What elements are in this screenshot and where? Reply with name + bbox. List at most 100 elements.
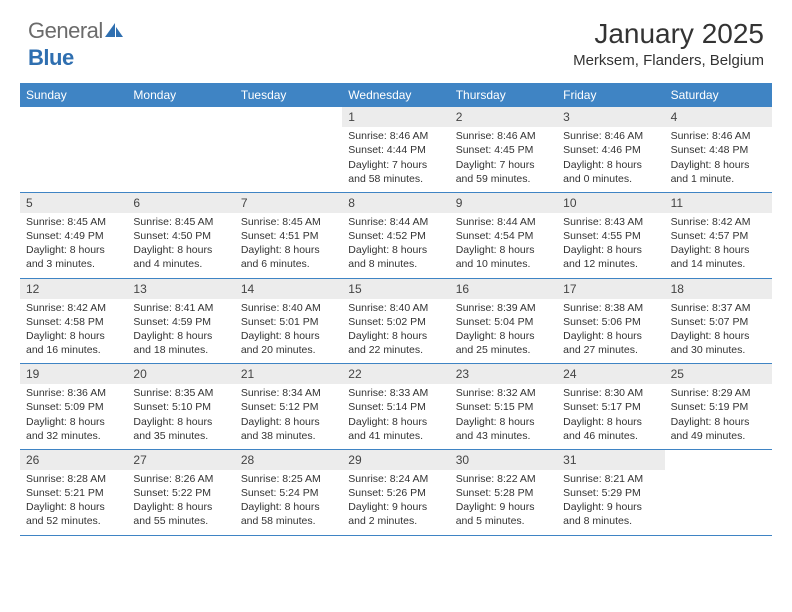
day-text: Sunrise: 8:28 AMSunset: 5:21 PMDaylight:… — [20, 472, 127, 529]
dow-cell: Thursday — [450, 83, 557, 107]
logo-sail-icon — [103, 19, 125, 45]
day-cell: 16Sunrise: 8:39 AMSunset: 5:04 PMDayligh… — [450, 279, 557, 364]
day-text: Sunrise: 8:37 AMSunset: 5:07 PMDaylight:… — [665, 301, 772, 358]
day-text: Sunrise: 8:34 AMSunset: 5:12 PMDaylight:… — [235, 386, 342, 443]
day-cell: 3Sunrise: 8:46 AMSunset: 4:46 PMDaylight… — [557, 107, 664, 192]
week-row: 26Sunrise: 8:28 AMSunset: 5:21 PMDayligh… — [20, 450, 772, 536]
day-cell: 17Sunrise: 8:38 AMSunset: 5:06 PMDayligh… — [557, 279, 664, 364]
day-number: 17 — [557, 279, 664, 299]
day-cell: 19Sunrise: 8:36 AMSunset: 5:09 PMDayligh… — [20, 364, 127, 449]
day-number: 31 — [557, 450, 664, 470]
day-cell: 5Sunrise: 8:45 AMSunset: 4:49 PMDaylight… — [20, 193, 127, 278]
day-number: 16 — [450, 279, 557, 299]
day-cell: 12Sunrise: 8:42 AMSunset: 4:58 PMDayligh… — [20, 279, 127, 364]
day-number: 15 — [342, 279, 449, 299]
day-text: Sunrise: 8:22 AMSunset: 5:28 PMDaylight:… — [450, 472, 557, 529]
week-row: 1Sunrise: 8:46 AMSunset: 4:44 PMDaylight… — [20, 107, 772, 193]
calendar: SundayMondayTuesdayWednesdayThursdayFrid… — [20, 83, 772, 535]
day-number: 10 — [557, 193, 664, 213]
dow-cell: Sunday — [20, 83, 127, 107]
day-cell: 6Sunrise: 8:45 AMSunset: 4:50 PMDaylight… — [127, 193, 234, 278]
day-text: Sunrise: 8:30 AMSunset: 5:17 PMDaylight:… — [557, 386, 664, 443]
day-text: Sunrise: 8:26 AMSunset: 5:22 PMDaylight:… — [127, 472, 234, 529]
day-number: 2 — [450, 107, 557, 127]
day-cell — [665, 450, 772, 535]
day-cell: 18Sunrise: 8:37 AMSunset: 5:07 PMDayligh… — [665, 279, 772, 364]
dow-cell: Wednesday — [342, 83, 449, 107]
week-row: 19Sunrise: 8:36 AMSunset: 5:09 PMDayligh… — [20, 364, 772, 450]
day-cell: 29Sunrise: 8:24 AMSunset: 5:26 PMDayligh… — [342, 450, 449, 535]
logo: GeneralBlue — [28, 18, 125, 71]
dow-row: SundayMondayTuesdayWednesdayThursdayFrid… — [20, 83, 772, 107]
day-text: Sunrise: 8:25 AMSunset: 5:24 PMDaylight:… — [235, 472, 342, 529]
day-number: 11 — [665, 193, 772, 213]
day-text: Sunrise: 8:45 AMSunset: 4:49 PMDaylight:… — [20, 215, 127, 272]
day-cell: 23Sunrise: 8:32 AMSunset: 5:15 PMDayligh… — [450, 364, 557, 449]
day-text: Sunrise: 8:45 AMSunset: 4:51 PMDaylight:… — [235, 215, 342, 272]
day-cell: 20Sunrise: 8:35 AMSunset: 5:10 PMDayligh… — [127, 364, 234, 449]
weeks-container: 1Sunrise: 8:46 AMSunset: 4:44 PMDaylight… — [20, 107, 772, 535]
day-cell: 21Sunrise: 8:34 AMSunset: 5:12 PMDayligh… — [235, 364, 342, 449]
day-text: Sunrise: 8:35 AMSunset: 5:10 PMDaylight:… — [127, 386, 234, 443]
day-number: 26 — [20, 450, 127, 470]
day-cell: 1Sunrise: 8:46 AMSunset: 4:44 PMDaylight… — [342, 107, 449, 192]
dow-cell: Saturday — [665, 83, 772, 107]
logo-part1: General — [28, 18, 103, 43]
logo-part2: Blue — [28, 45, 74, 70]
day-number: 23 — [450, 364, 557, 384]
day-text: Sunrise: 8:40 AMSunset: 5:02 PMDaylight:… — [342, 301, 449, 358]
day-cell: 26Sunrise: 8:28 AMSunset: 5:21 PMDayligh… — [20, 450, 127, 535]
day-text: Sunrise: 8:44 AMSunset: 4:54 PMDaylight:… — [450, 215, 557, 272]
day-number: 22 — [342, 364, 449, 384]
week-row: 5Sunrise: 8:45 AMSunset: 4:49 PMDaylight… — [20, 193, 772, 279]
day-cell — [127, 107, 234, 192]
day-text: Sunrise: 8:46 AMSunset: 4:48 PMDaylight:… — [665, 129, 772, 186]
day-cell: 14Sunrise: 8:40 AMSunset: 5:01 PMDayligh… — [235, 279, 342, 364]
day-cell — [20, 107, 127, 192]
day-cell: 25Sunrise: 8:29 AMSunset: 5:19 PMDayligh… — [665, 364, 772, 449]
day-text: Sunrise: 8:33 AMSunset: 5:14 PMDaylight:… — [342, 386, 449, 443]
day-cell: 30Sunrise: 8:22 AMSunset: 5:28 PMDayligh… — [450, 450, 557, 535]
day-cell: 24Sunrise: 8:30 AMSunset: 5:17 PMDayligh… — [557, 364, 664, 449]
day-text: Sunrise: 8:43 AMSunset: 4:55 PMDaylight:… — [557, 215, 664, 272]
header: GeneralBlue January 2025 Merksem, Flande… — [0, 0, 792, 75]
day-number: 3 — [557, 107, 664, 127]
month-title: January 2025 — [573, 18, 764, 50]
day-number: 18 — [665, 279, 772, 299]
day-text: Sunrise: 8:46 AMSunset: 4:44 PMDaylight:… — [342, 129, 449, 186]
dow-cell: Tuesday — [235, 83, 342, 107]
day-number: 8 — [342, 193, 449, 213]
day-number: 14 — [235, 279, 342, 299]
day-cell: 15Sunrise: 8:40 AMSunset: 5:02 PMDayligh… — [342, 279, 449, 364]
day-cell: 7Sunrise: 8:45 AMSunset: 4:51 PMDaylight… — [235, 193, 342, 278]
day-cell: 11Sunrise: 8:42 AMSunset: 4:57 PMDayligh… — [665, 193, 772, 278]
day-text: Sunrise: 8:38 AMSunset: 5:06 PMDaylight:… — [557, 301, 664, 358]
day-number: 7 — [235, 193, 342, 213]
day-cell: 2Sunrise: 8:46 AMSunset: 4:45 PMDaylight… — [450, 107, 557, 192]
day-cell: 9Sunrise: 8:44 AMSunset: 4:54 PMDaylight… — [450, 193, 557, 278]
week-row: 12Sunrise: 8:42 AMSunset: 4:58 PMDayligh… — [20, 279, 772, 365]
day-number: 4 — [665, 107, 772, 127]
day-number: 6 — [127, 193, 234, 213]
day-text: Sunrise: 8:39 AMSunset: 5:04 PMDaylight:… — [450, 301, 557, 358]
day-number: 1 — [342, 107, 449, 127]
day-number: 12 — [20, 279, 127, 299]
day-cell: 27Sunrise: 8:26 AMSunset: 5:22 PMDayligh… — [127, 450, 234, 535]
day-number: 20 — [127, 364, 234, 384]
day-text: Sunrise: 8:46 AMSunset: 4:45 PMDaylight:… — [450, 129, 557, 186]
day-cell: 28Sunrise: 8:25 AMSunset: 5:24 PMDayligh… — [235, 450, 342, 535]
day-cell — [235, 107, 342, 192]
day-text: Sunrise: 8:42 AMSunset: 4:57 PMDaylight:… — [665, 215, 772, 272]
day-number: 13 — [127, 279, 234, 299]
dow-cell: Friday — [557, 83, 664, 107]
day-text: Sunrise: 8:40 AMSunset: 5:01 PMDaylight:… — [235, 301, 342, 358]
day-number: 29 — [342, 450, 449, 470]
location: Merksem, Flanders, Belgium — [573, 52, 764, 69]
day-text: Sunrise: 8:36 AMSunset: 5:09 PMDaylight:… — [20, 386, 127, 443]
day-text: Sunrise: 8:41 AMSunset: 4:59 PMDaylight:… — [127, 301, 234, 358]
day-number: 28 — [235, 450, 342, 470]
day-cell: 4Sunrise: 8:46 AMSunset: 4:48 PMDaylight… — [665, 107, 772, 192]
dow-cell: Monday — [127, 83, 234, 107]
day-cell: 10Sunrise: 8:43 AMSunset: 4:55 PMDayligh… — [557, 193, 664, 278]
day-number: 27 — [127, 450, 234, 470]
